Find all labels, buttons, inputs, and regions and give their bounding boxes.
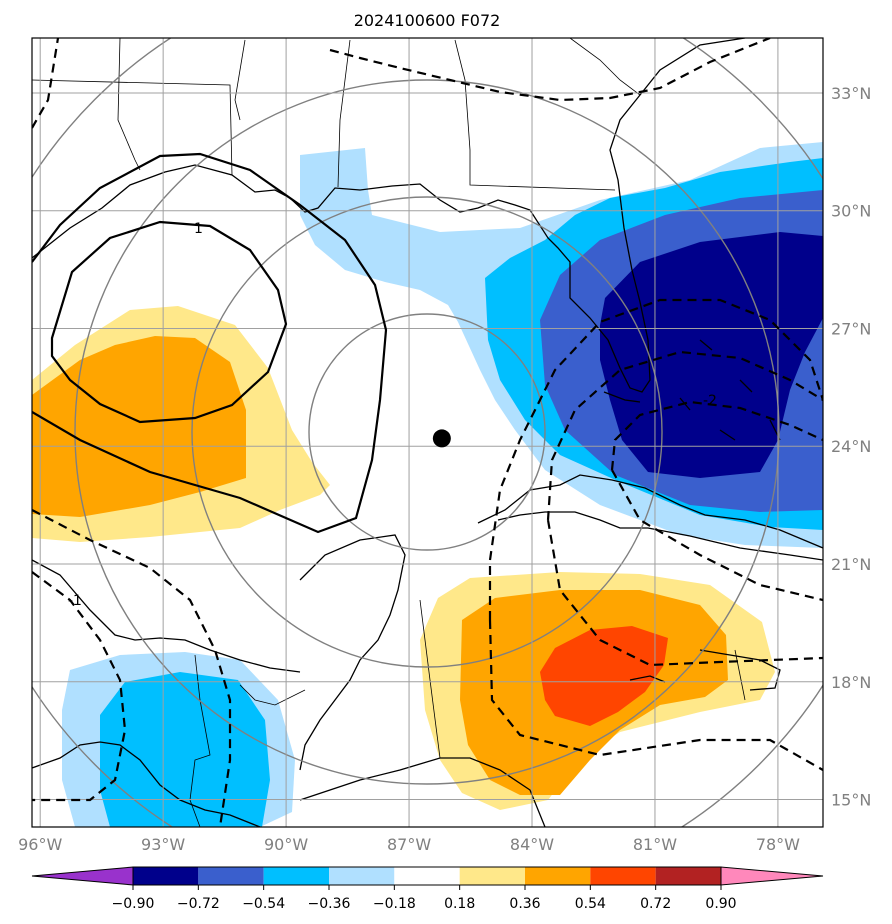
contour-label-neg2: -2 (703, 393, 717, 409)
colorbar-tick-label: 0.18 (444, 896, 475, 912)
lat-tick-label: 24°N (831, 437, 871, 456)
range-ring-2 (191, 196, 663, 668)
colorbar-segment (459, 867, 525, 885)
florida-keys (603, 391, 641, 403)
lon-tick-label: 87°W (387, 835, 431, 854)
lon-tick-label: 96°W (18, 835, 62, 854)
colorbar-segment (329, 867, 395, 885)
border-5 (454, 39, 616, 191)
colorbar-segment (590, 867, 656, 885)
coastlines (32, 38, 823, 827)
colorbar-segment (198, 867, 264, 885)
lon-tick-label: 81°W (633, 835, 677, 854)
contour-label-pos1: 1 (194, 221, 203, 237)
jamaica-coastline (629, 675, 666, 683)
cuba-coastline (477, 474, 823, 561)
colorbar: −0.90 −0.72 −0.54 −0.36 −0.18 0.18 0.36 0.54 0.7… (31, 866, 824, 912)
contour-negative-east-inner (546, 350, 823, 667)
lat-tick-label: 30°N (831, 202, 871, 221)
colorbar-tick-label: −0.90 (112, 896, 155, 912)
range-ring-1 (308, 313, 546, 551)
range-rings (32, 38, 823, 827)
colorbar-segment (394, 867, 460, 885)
contour-negative-top (32, 38, 771, 129)
colorbar-tick-label: 0.36 (509, 896, 540, 912)
contour-negative-east (488, 298, 823, 771)
yucatan-coastline (299, 534, 406, 771)
shade-pos-036-w (32, 336, 246, 517)
colorbar-tick-label: 0.90 (705, 896, 736, 912)
us-gulf-coastline (32, 38, 746, 393)
map-title: 2024100600 F072 (354, 11, 501, 30)
contour-positive-outer (32, 152, 388, 534)
colorbar-extend-high (720, 866, 824, 886)
lon-tick-label: 93°W (141, 835, 185, 854)
lat-tick-label: 33°N (831, 84, 871, 103)
border-1 (117, 38, 141, 171)
colorbar-tick-label: −0.36 (308, 896, 351, 912)
border-ca (419, 599, 746, 759)
border-3 (234, 39, 246, 121)
lon-tick-label: 78°W (756, 835, 800, 854)
gridlines (32, 38, 823, 827)
border-mex-gt (189, 654, 211, 827)
mexico-coastline (32, 559, 301, 673)
storm-center-marker (432, 429, 451, 448)
colorbar-tick-label: 0.54 (575, 896, 606, 912)
colorbar-segment (525, 867, 591, 885)
border-2 (32, 79, 233, 176)
colorbar-segment (655, 867, 721, 885)
map-content: 1 -1 -2 (32, 38, 823, 827)
hispaniola-coastline (699, 649, 781, 691)
contour-positive-inner (50, 220, 288, 424)
shade-pos-054-se (540, 626, 668, 726)
lat-tick-label: 27°N (831, 319, 871, 338)
shade-neg-036-sw (100, 672, 270, 827)
shaded-fields (32, 142, 823, 827)
latitude-tick-labels: 33°N 30°N 27°N 24°N 21°N 18°N 15°N (831, 84, 871, 810)
border-bz (239, 684, 306, 706)
colorbar-segment (133, 867, 199, 885)
lat-tick-label: 18°N (831, 673, 871, 692)
colorbar-tick-label: −0.72 (177, 896, 220, 912)
colorbar-tick-label: −0.54 (242, 896, 285, 912)
colorbar-extend-low (31, 866, 134, 886)
border-6 (569, 38, 641, 96)
map-frame (31, 37, 824, 828)
contour-negative-southwest (32, 509, 232, 827)
lat-tick-label: 21°N (831, 555, 871, 574)
contour-label-neg1: -1 (68, 593, 82, 609)
longitude-tick-labels: 96°W 93°W 90°W 87°W 84°W 81°W 78°W (18, 835, 800, 854)
contour-lines (32, 38, 823, 827)
colorbar-tick-label: 0.72 (640, 896, 671, 912)
political-borders (32, 38, 746, 827)
range-ring-3 (74, 79, 780, 785)
lat-tick-label: 15°N (831, 791, 871, 810)
bahamas-islands (679, 339, 781, 441)
contour-negative-east-inner2 (610, 400, 823, 602)
colorbar-segment (263, 867, 329, 885)
lon-tick-label: 90°W (264, 835, 308, 854)
colorbar-tick-label: −0.18 (373, 896, 416, 912)
colorbar-frame (132, 866, 722, 886)
lon-tick-label: 84°W (510, 835, 554, 854)
border-4 (337, 39, 351, 188)
